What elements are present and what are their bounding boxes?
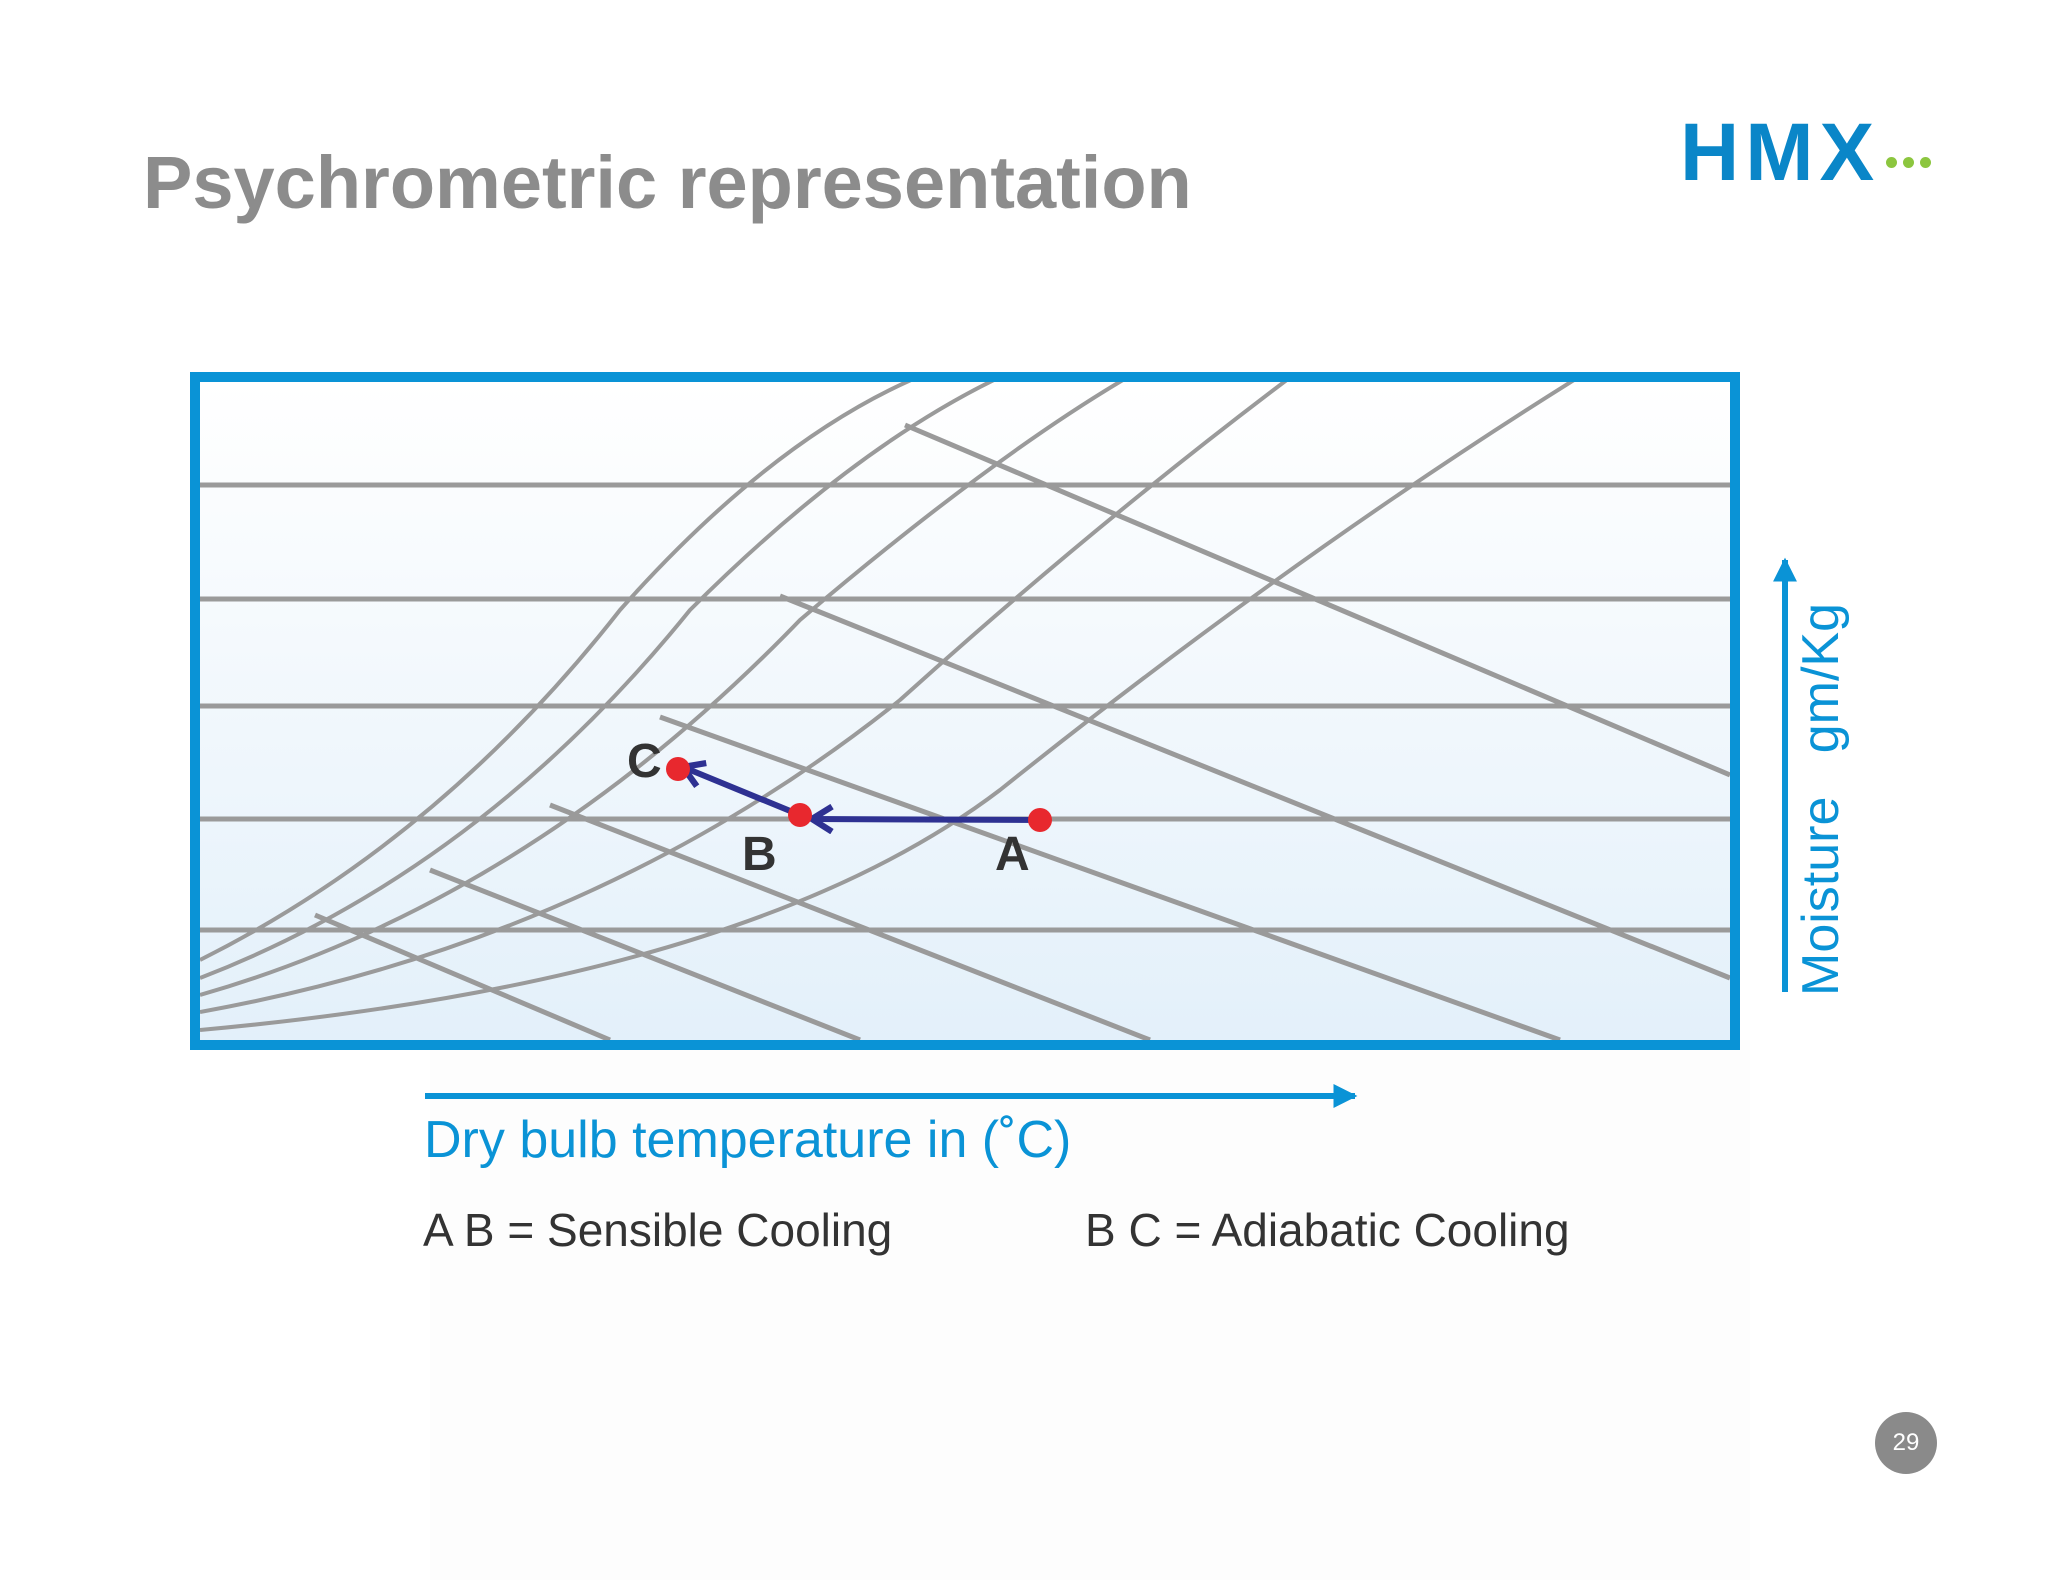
page-number-badge: 29 [1875, 1412, 1937, 1474]
logo-dot [1920, 157, 1932, 168]
legend-adiabatic-cooling: B C = Adiabatic Cooling [1085, 1204, 1570, 1256]
process-line-ab [812, 819, 1041, 820]
y-axis-label: Moisture gm/Kg [1792, 603, 1850, 996]
wet-bulb-line [429, 867, 861, 1040]
point-b-label: B [742, 828, 777, 881]
wet-bulb-line [659, 714, 1561, 1040]
legend-sensible-cooling: A B = Sensible Cooling [423, 1204, 893, 1256]
process-lines [683, 767, 1041, 820]
saturation-curve [200, 382, 1575, 1032]
x-axis-label: Dry bulb temperature in (˚C) [424, 1111, 1071, 1169]
point-c-label: C [627, 735, 662, 788]
process-line-bc [683, 767, 802, 818]
background-panel [430, 1040, 1750, 1580]
point-c [666, 757, 690, 781]
wet-bulb-line [779, 593, 1730, 981]
saturation-curve [200, 382, 912, 962]
wet-bulb-line [314, 912, 611, 1040]
point-b [788, 803, 812, 827]
logo-dots [1886, 157, 1932, 168]
chart-frame [190, 372, 1740, 1050]
point-a-label: A [995, 828, 1030, 881]
saturation-curve [200, 382, 1124, 997]
logo-dot [1886, 157, 1898, 168]
logo-text: HMX [1680, 107, 1881, 198]
hmx-logo: HMX [1680, 107, 1932, 198]
saturation-curve [200, 382, 995, 980]
wet-bulb-line [904, 422, 1730, 778]
saturation-curve [200, 382, 1288, 1014]
point-a [1028, 808, 1052, 832]
chart-background [200, 382, 1730, 1040]
wet-bulb-line [549, 802, 1151, 1040]
slide-title: Psychrometric representation [143, 141, 1192, 224]
logo-dot [1903, 157, 1915, 168]
